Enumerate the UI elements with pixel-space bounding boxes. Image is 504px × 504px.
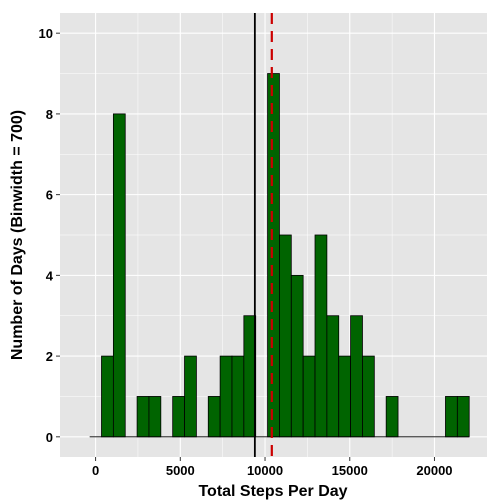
x-tick-label: 10000 [247, 463, 283, 478]
histogram-bar [208, 396, 220, 436]
histogram-bar [220, 356, 232, 437]
y-tick-label: 4 [46, 268, 54, 283]
x-tick-label: 15000 [332, 463, 368, 478]
y-tick-label: 8 [46, 107, 53, 122]
x-tick-label: 20000 [416, 463, 452, 478]
histogram-bar [386, 396, 398, 436]
histogram-bar [185, 356, 197, 437]
histogram-bar [291, 275, 303, 436]
histogram-bar [457, 396, 469, 436]
histogram-bar [113, 114, 125, 437]
histogram-bar [362, 356, 374, 437]
histogram-bar [244, 316, 256, 437]
histogram-bar [445, 396, 457, 436]
histogram-bar [137, 396, 149, 436]
y-tick-label: 6 [46, 188, 53, 203]
histogram-bar [149, 396, 161, 436]
y-tick-label: 10 [39, 26, 53, 41]
x-tick-label: 5000 [166, 463, 195, 478]
histogram-bar [351, 316, 363, 437]
x-axis-ticks: 0 5000 10000 15000 20000 [92, 457, 453, 478]
histogram-bar [102, 356, 114, 437]
x-tick-label: 0 [92, 463, 99, 478]
histogram-bar [327, 316, 339, 437]
histogram-bar [268, 74, 280, 437]
histogram-bar [232, 356, 244, 437]
histogram-bar [279, 235, 291, 437]
histogram-bar [173, 396, 185, 436]
y-axis-ticks: 0 2 4 6 8 10 [39, 26, 60, 445]
y-axis-title: Number of Days (Binwidth = 700) [9, 110, 26, 360]
y-tick-label: 2 [46, 349, 53, 364]
y-tick-label: 0 [46, 430, 53, 445]
histogram-bar [303, 356, 315, 437]
x-axis-title: Total Steps Per Day [198, 483, 347, 500]
histogram-bar [315, 235, 327, 437]
histogram-bar [339, 356, 351, 437]
